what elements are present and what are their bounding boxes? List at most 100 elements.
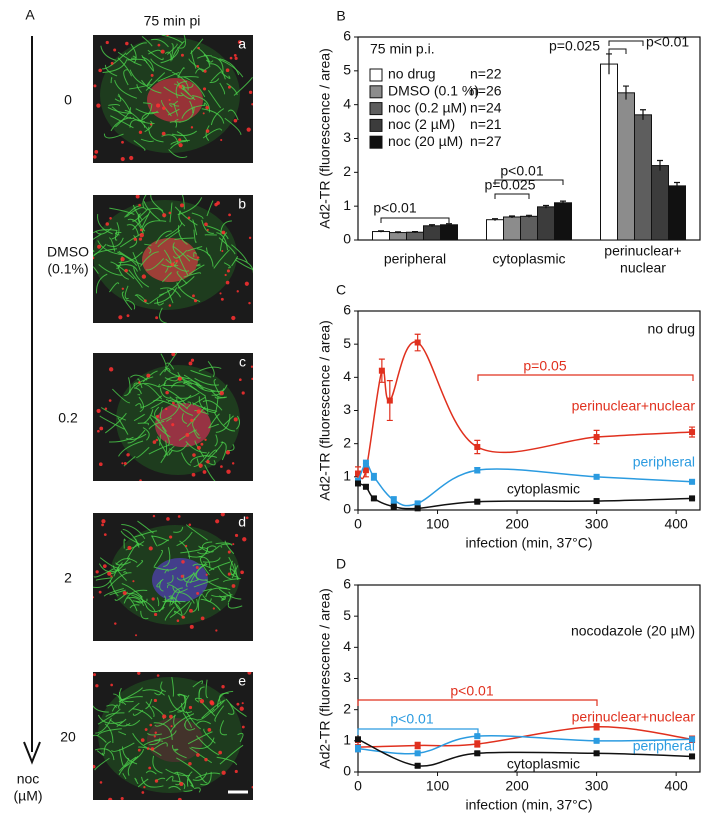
marker (593, 434, 600, 441)
filament (185, 524, 208, 541)
filament (169, 121, 178, 128)
filament (176, 531, 193, 547)
legend-label: noc (0.2 µM) (388, 99, 467, 115)
particle (196, 409, 201, 414)
filament (196, 263, 201, 267)
particle (196, 65, 200, 68)
filament (176, 271, 188, 285)
marker (414, 500, 421, 507)
marker (689, 753, 696, 760)
particle (226, 469, 231, 474)
marker (689, 736, 696, 743)
filament (159, 434, 161, 446)
particle (152, 440, 157, 444)
particle (162, 106, 166, 110)
particle (132, 580, 135, 583)
filament (93, 568, 114, 578)
particle (108, 399, 112, 402)
filament (183, 374, 204, 390)
error-bar (657, 159, 663, 171)
filament (195, 68, 206, 74)
filament (132, 598, 148, 603)
filament (196, 735, 220, 756)
bracket (380, 217, 450, 223)
filament (125, 42, 147, 56)
error-bar (378, 230, 384, 233)
filament (132, 708, 153, 720)
bracket (477, 374, 694, 381)
particle (94, 149, 99, 154)
particle (215, 629, 218, 632)
filament (117, 417, 129, 435)
filament (177, 693, 188, 697)
particle (189, 624, 194, 629)
legend-swatch (369, 68, 383, 82)
filament (136, 560, 144, 568)
particle (151, 597, 155, 601)
x-tick-label: 0 (354, 516, 362, 532)
particle (121, 287, 124, 290)
particle (240, 570, 244, 575)
particle (143, 785, 146, 789)
filament (187, 731, 213, 745)
particle (138, 130, 143, 134)
particle (137, 672, 141, 675)
filament (175, 771, 181, 786)
annotation: p<0.01 (646, 34, 689, 50)
filament (125, 299, 136, 310)
particle (242, 537, 247, 542)
y-tick-label: 0 (343, 231, 351, 247)
filament (231, 244, 248, 263)
particle (138, 237, 143, 241)
error-bar (640, 109, 646, 120)
particle (225, 68, 230, 73)
filament (176, 131, 188, 143)
filament (164, 606, 175, 621)
filament (198, 686, 205, 698)
particle (162, 714, 167, 719)
marker (474, 733, 481, 740)
particle (195, 565, 199, 569)
filament (127, 429, 146, 444)
particle (227, 550, 231, 554)
filament (214, 396, 219, 413)
filament (126, 224, 139, 236)
bar (651, 165, 669, 241)
filament (95, 718, 112, 734)
y-tick-label: 2 (343, 434, 351, 450)
filament (174, 206, 198, 226)
filament (129, 119, 146, 128)
particle (205, 129, 210, 133)
x-tick-label: 200 (505, 516, 529, 532)
particle (188, 361, 193, 366)
bracket (357, 699, 598, 706)
filament (129, 83, 152, 90)
filament (182, 712, 193, 728)
particle (138, 203, 141, 207)
particle (93, 764, 96, 769)
series-line (357, 726, 693, 748)
marker (474, 740, 481, 747)
filament (117, 57, 132, 77)
particle (109, 217, 112, 220)
filament (210, 71, 222, 82)
filament (123, 538, 126, 549)
filament (112, 388, 131, 404)
filament (122, 773, 127, 780)
particle (241, 725, 245, 729)
filament (142, 427, 150, 441)
particle (207, 728, 212, 732)
filament (163, 86, 184, 97)
annotation: p<0.01 (500, 163, 543, 179)
filament (220, 543, 232, 548)
particle (228, 85, 231, 89)
filament (200, 771, 212, 786)
particle (155, 438, 159, 442)
filament (160, 681, 167, 692)
image-tag: e (238, 673, 246, 689)
filament (162, 272, 172, 283)
particle (202, 470, 207, 474)
filament (198, 555, 211, 568)
bar (406, 231, 424, 241)
particle (245, 516, 249, 520)
